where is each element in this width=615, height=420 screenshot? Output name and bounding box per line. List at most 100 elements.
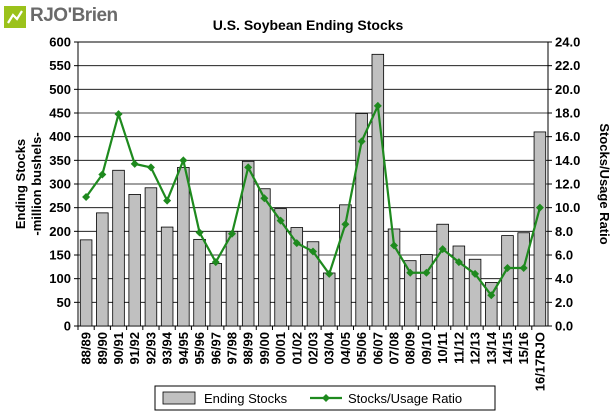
ratio-marker <box>292 239 301 248</box>
bar-ending-stocks <box>533 131 547 327</box>
bar-ending-stocks <box>160 226 174 327</box>
x-tick-label: 91/92 <box>127 332 142 365</box>
ratio-marker <box>422 268 431 277</box>
x-tick-label: 93/94 <box>160 331 175 364</box>
ratio-marker <box>179 156 188 165</box>
bar-ending-stocks <box>485 282 498 327</box>
bar-ending-stocks <box>452 245 466 327</box>
bar-ending-stocks <box>112 169 125 327</box>
ratio-marker <box>503 264 512 273</box>
legend-label-ending-stocks: Ending Stocks <box>204 391 288 406</box>
y2-tick-label: 20.0 <box>555 82 580 97</box>
x-tick-label: 88/89 <box>79 332 94 365</box>
bar-ending-stocks <box>225 230 239 327</box>
y2-tick-label: 12.0 <box>555 177 580 192</box>
bar-series-ending-stocks <box>79 53 547 327</box>
ratio-marker <box>195 228 204 237</box>
y-tick-label: 200 <box>49 224 71 239</box>
x-tick-label: 07/08 <box>387 332 402 365</box>
bar-ending-stocks <box>371 53 385 327</box>
bar-ending-stocks <box>79 239 93 327</box>
y2-tick-label: 0.0 <box>555 319 573 334</box>
x-tick-label: 00/01 <box>273 332 288 365</box>
ratio-marker <box>373 101 382 110</box>
x-tick-label: 92/93 <box>143 332 158 365</box>
y2-tick-label: 10.0 <box>555 200 580 215</box>
x-tick-label: 05/06 <box>354 332 369 365</box>
y2-tick-label: 22.0 <box>555 58 580 73</box>
y-axis-label-line-1: Ending Stocks <box>13 139 28 229</box>
ratio-marker <box>341 220 350 229</box>
bar-ending-stocks <box>436 223 449 327</box>
y-tick-label: 450 <box>49 106 71 121</box>
x-tick-label: 11/12 <box>451 332 466 364</box>
x-tick-label: 03/04 <box>322 331 337 364</box>
y-tick-label: 500 <box>49 82 71 97</box>
x-tick-label: 98/99 <box>241 332 256 365</box>
x-tick-label: 99/00 <box>257 332 272 365</box>
y-tick-label: 550 <box>49 58 71 73</box>
y-tick-label: 100 <box>49 271 71 286</box>
bar-ending-stocks <box>241 160 255 327</box>
x-tick-label: 13/14 <box>484 331 499 364</box>
bar-ending-stocks <box>387 228 401 327</box>
x-axis: 88/89 89/90 90/91 91/92 92/93 93/94 94/95 95/96… <box>77 326 547 391</box>
y2-tick-label: 8.0 <box>555 224 573 239</box>
x-tick-label: 16/17RJO <box>532 332 547 391</box>
bar-ending-stocks <box>517 232 530 327</box>
y2-tick-label: 2.0 <box>555 295 573 310</box>
bar-ending-stocks <box>404 260 417 327</box>
x-tick-label: 15/16 <box>516 332 531 365</box>
ratio-marker <box>260 194 269 203</box>
x-tick-label: 12/13 <box>468 332 483 365</box>
ratio-marker <box>454 258 463 267</box>
legend: Ending Stocks Stocks/Usage Ratio <box>154 385 496 411</box>
y-tick-label: 600 <box>49 35 71 50</box>
y-axis-label-line-2: -million bushels- <box>29 132 44 235</box>
x-tick-label: 06/07 <box>370 332 385 365</box>
x-tick-label: 95/96 <box>192 332 207 365</box>
bar-ending-stocks <box>420 254 433 327</box>
bar-ending-stocks <box>96 212 109 327</box>
bar-ending-stocks <box>177 167 190 327</box>
bar-ending-stocks <box>193 238 206 327</box>
y-tick-label: 300 <box>49 177 71 192</box>
y-tick-label: 350 <box>49 153 71 168</box>
x-tick-label: 97/98 <box>224 332 239 365</box>
ratio-marker <box>309 247 317 256</box>
ratio-marker <box>114 110 123 119</box>
bar-ending-stocks <box>128 194 141 327</box>
y2-tick-label: 4.0 <box>555 271 573 286</box>
x-tick-label: 10/11 <box>435 332 450 364</box>
ratio-marker <box>390 241 399 250</box>
y2-tick-label: 6.0 <box>555 248 573 263</box>
y-axis-right: 0.0 2.0 4.0 6.0 8.0 10.0 12.0 14.0 16.0 18.0 20.0 2… <box>548 35 580 334</box>
bar-ending-stocks <box>209 263 222 327</box>
ratio-marker <box>406 268 415 277</box>
y2-tick-label: 24.0 <box>555 35 580 50</box>
ratio-marker <box>146 163 155 172</box>
x-tick-label: 94/95 <box>176 332 191 365</box>
bar-ending-stocks <box>339 204 352 327</box>
bar-ending-stocks <box>274 208 287 327</box>
x-tick-label: 04/05 <box>338 332 353 365</box>
x-tick-label: 01/02 <box>289 332 304 365</box>
y-axis-left: 0 50 100 150 200 250 300 350 400 450 500 550 600 <box>49 35 78 334</box>
ratio-marker <box>487 291 496 300</box>
x-tick-label: 89/90 <box>95 332 110 365</box>
ratio-marker <box>227 229 236 238</box>
y-tick-label: 0 <box>64 319 71 334</box>
ratio-marker <box>535 203 544 212</box>
y-tick-label: 250 <box>49 200 71 215</box>
y-tick-label: 150 <box>49 248 71 263</box>
rjobrien-logo-mark <box>4 6 26 28</box>
ratio-marker <box>438 245 447 254</box>
ratio-marker <box>163 196 172 205</box>
x-tick-label: 08/09 <box>403 332 418 365</box>
x-tick-label: 14/15 <box>500 332 515 365</box>
ratio-marker <box>211 258 220 267</box>
line-series-stocks-usage-ratio <box>82 101 544 300</box>
rjobrien-logo: RJO'Brien <box>4 4 126 32</box>
y-tick-label: 400 <box>49 129 71 144</box>
